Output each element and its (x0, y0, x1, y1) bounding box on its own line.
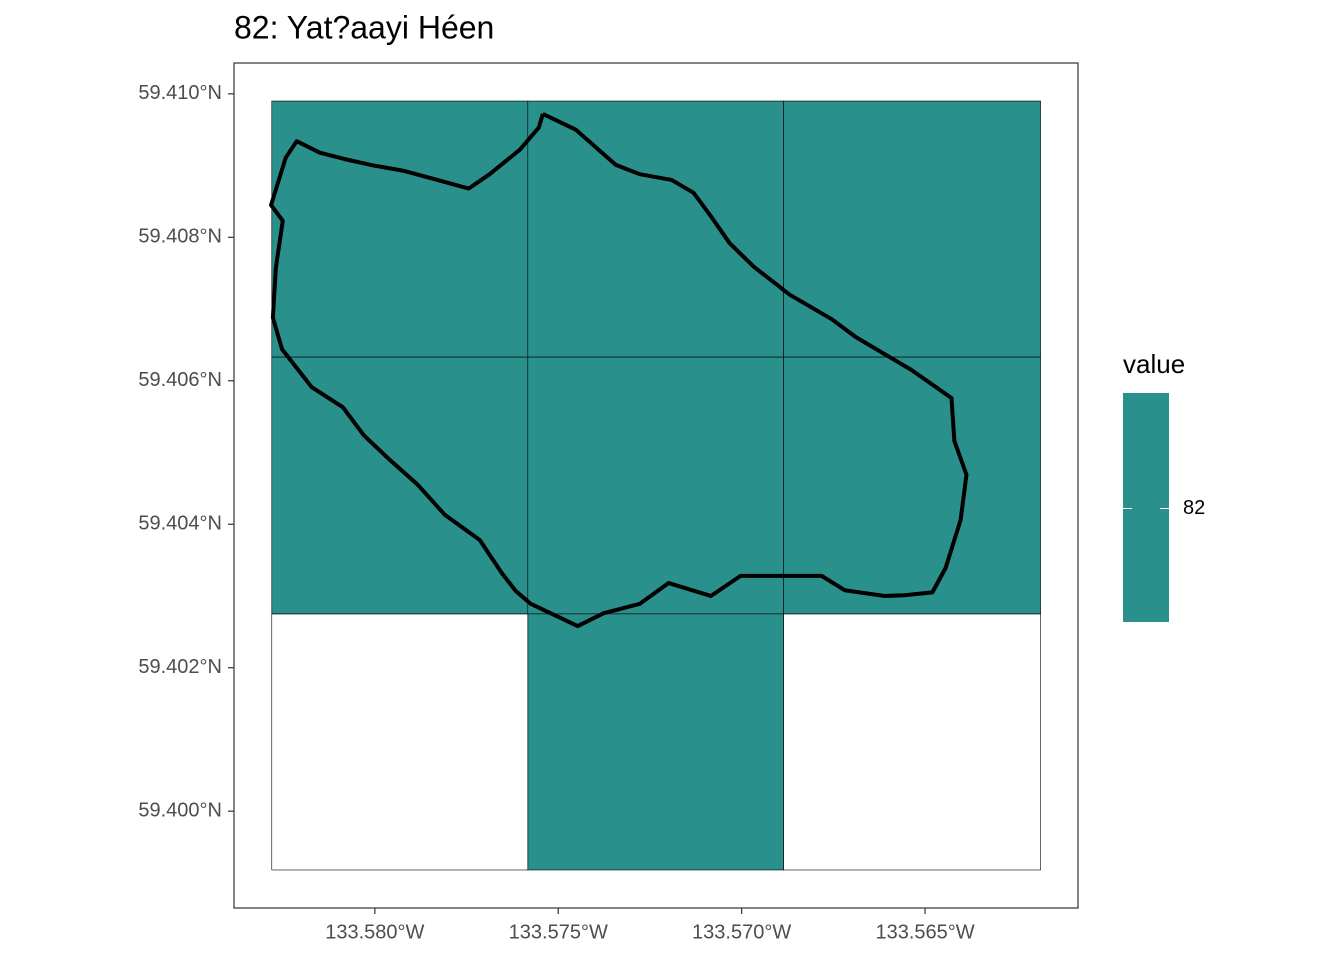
y-tick-label: 59.406°N (138, 369, 222, 391)
panel-border (233, 62, 1079, 909)
legend-label: 82 (1183, 497, 1205, 519)
raster-cell (527, 613, 784, 871)
y-tick-label: 59.410°N (138, 82, 222, 104)
legend-colorbar (1123, 393, 1169, 622)
x-tick-label: 133.565°W (875, 921, 974, 943)
y-tick-label: 59.402°N (138, 656, 222, 678)
y-tick-label: 59.408°N (138, 226, 222, 248)
raster-cell (271, 356, 529, 615)
raster-cell (527, 356, 784, 615)
raster-cell (783, 356, 1041, 615)
raster-cell (527, 100, 784, 358)
outline (269, 112, 969, 629)
raster-empty-cell (271, 613, 529, 871)
raster-cell (783, 100, 1041, 358)
legend-title: value (1123, 349, 1185, 379)
x-tick-label: 133.580°W (325, 921, 424, 943)
chart-title: 82: Yat?aayi Héen (234, 9, 494, 45)
y-tick-label: 59.404°N (138, 513, 222, 535)
raster-empty-cell (783, 613, 1041, 871)
raster-cell (271, 100, 529, 358)
y-tick-label: 59.400°N (138, 799, 222, 821)
x-tick-label: 133.570°W (692, 921, 791, 943)
x-tick-label: 133.575°W (509, 921, 608, 943)
